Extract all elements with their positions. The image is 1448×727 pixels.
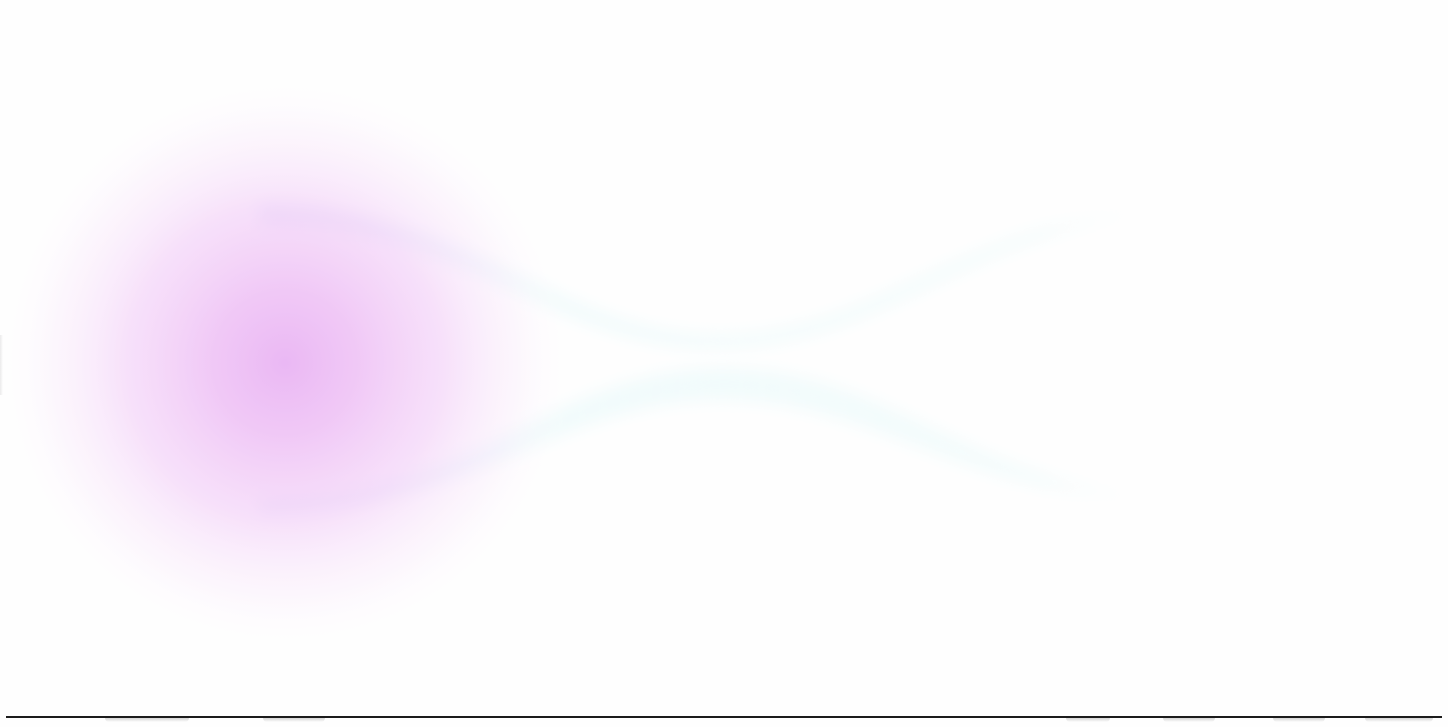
footer-nav-item[interactable] (1365, 718, 1433, 722)
window-edge-handle (0, 335, 3, 395)
footer-nav-item[interactable] (105, 718, 189, 722)
footer-nav-item[interactable] (1066, 718, 1110, 722)
footer-nav-item[interactable] (1273, 718, 1325, 722)
footer-nav-item[interactable] (1163, 718, 1215, 722)
footer-divider (6, 716, 1442, 718)
footer-nav-item[interactable] (263, 718, 325, 722)
glow-orb-icon (0, 73, 575, 653)
